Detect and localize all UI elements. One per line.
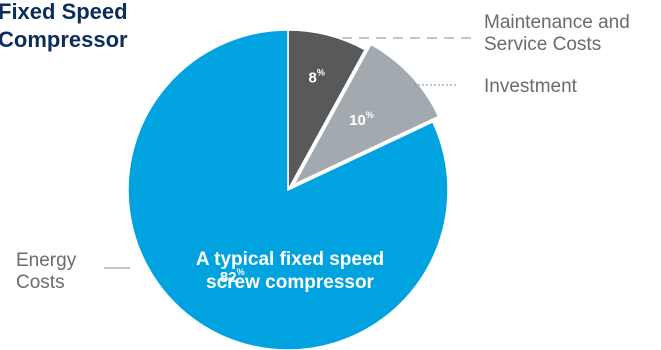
pie-center-label: A typical fixed speed screw compressor	[160, 248, 420, 294]
pie-slice-energy	[127, 29, 449, 350]
legend-maintenance-line-1: Maintenance and	[484, 12, 630, 33]
legend-investment-line-1: Investment	[484, 76, 577, 97]
legend-energy-line-1: Energy	[16, 250, 77, 271]
pie-center-label-line-2: screw compressor	[206, 272, 374, 293]
value-label-investment: 10%	[349, 110, 374, 129]
value-label-maintenance: 8%	[308, 68, 324, 87]
legend-energy-costs: Energy Costs	[16, 250, 76, 294]
chart-title: Fixed Speed Compressor	[0, 0, 168, 54]
legend-investment: Investment	[484, 76, 577, 98]
chart-title-line-1: Fixed Speed	[0, 0, 128, 24]
value-label-energy: 82%	[220, 267, 245, 286]
pie-center-label-line-1: A typical fixed speed	[195, 249, 385, 270]
legend-maintenance-line-2: Service Costs	[484, 34, 602, 55]
legend-energy-line-2: Costs	[16, 272, 65, 293]
pie-slice-investment	[292, 43, 440, 187]
legend-maintenance-service-costs: Maintenance and Service Costs	[484, 12, 630, 56]
chart-title-line-2: Compressor	[0, 27, 128, 52]
